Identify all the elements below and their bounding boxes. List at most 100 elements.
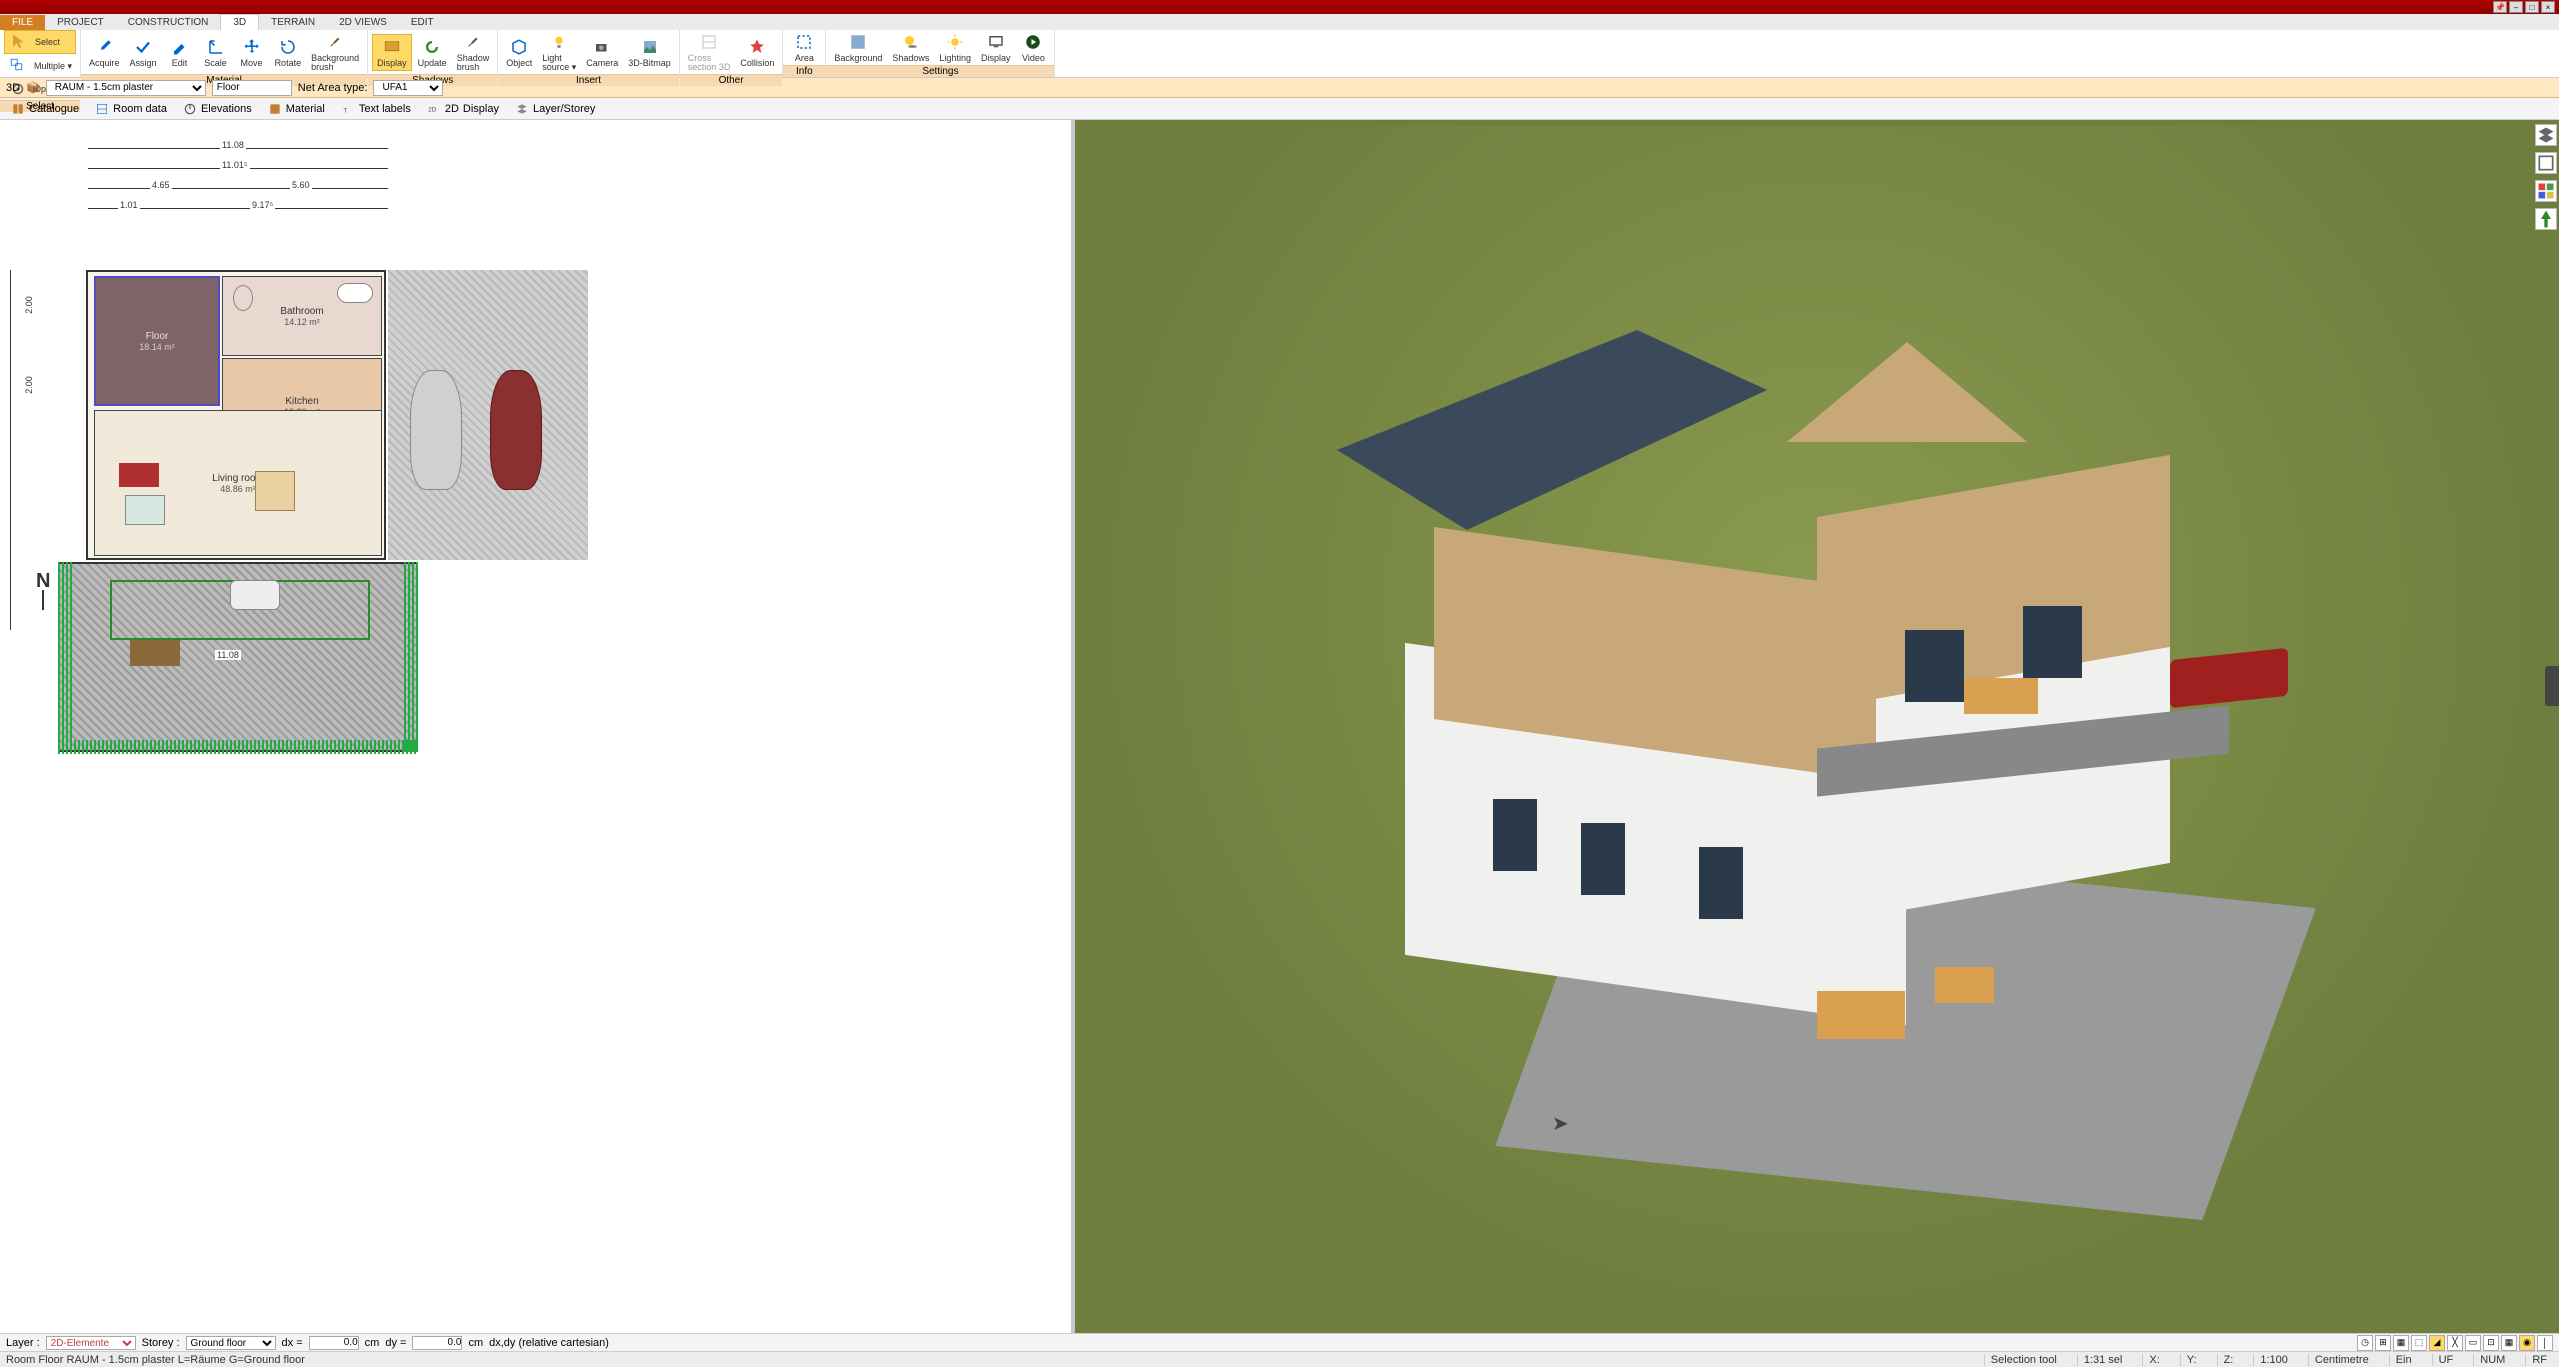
side-layers-button[interactable] xyxy=(2535,124,2557,146)
tab-construction[interactable]: CONSTRUCTION xyxy=(116,15,221,30)
sec-layer-storey-button[interactable]: Layer/Storey xyxy=(508,99,602,119)
sec-material-button[interactable]: Material xyxy=(261,99,332,119)
net-area-label: Net Area type: xyxy=(298,82,368,94)
net-area-dropdown[interactable]: UFA1 xyxy=(373,80,443,96)
room-icon xyxy=(95,102,109,116)
tab-terrain[interactable]: TERRAIN xyxy=(259,15,327,30)
ribbon-group-insert: Insert xyxy=(498,74,679,86)
sec-text-labels-button[interactable]: TText labels xyxy=(334,99,418,119)
ribbon--d-bitmap-button[interactable]: 3D-Bitmap xyxy=(624,35,675,70)
mini-btn-3[interactable]: ⬚ xyxy=(2411,1335,2427,1351)
status-uf: UF xyxy=(2432,1354,2460,1366)
coord-mode: dx,dy (relative cartesian) xyxy=(489,1337,609,1349)
dy-input[interactable] xyxy=(412,1336,462,1350)
bitmap-icon xyxy=(640,37,660,57)
sec-catalogue-button[interactable]: Catalogue xyxy=(4,99,86,119)
side-panel-handle[interactable] xyxy=(2545,666,2559,706)
sys-close-button[interactable]: × xyxy=(2541,1,2555,13)
tab-3d[interactable]: 3D xyxy=(220,14,259,30)
mini-btn-6[interactable]: ▭ xyxy=(2465,1335,2481,1351)
ribbon-light-source--button[interactable]: Lightsource ▾ xyxy=(538,30,580,74)
ribbon-display-button[interactable]: Display xyxy=(977,30,1015,65)
mini-btn-5[interactable]: ╳ xyxy=(2447,1335,2463,1351)
car-grey xyxy=(410,370,462,490)
main-split: 11.08 11.01⁵ 4.65 5.60 1.01 9.17⁵ 2.00 2… xyxy=(0,120,2559,1333)
ribbon-multiple--button[interactable]: Multiple ▾ xyxy=(4,55,76,77)
ribbon-background-button[interactable]: Background xyxy=(830,30,886,65)
ribbon-shadows-button[interactable]: Shadows xyxy=(888,30,933,65)
room-kitchen-label: Kitchen xyxy=(285,396,318,407)
tab-file[interactable]: FILE xyxy=(0,15,45,30)
room-bathroom[interactable]: Bathroom 14.12 m² xyxy=(222,276,382,356)
room-living[interactable]: Living room 48.86 m² xyxy=(94,410,382,556)
ribbon-move-button[interactable]: Move xyxy=(235,35,269,70)
ribbon-camera-button[interactable]: Camera xyxy=(582,35,622,70)
status-tool: Selection tool xyxy=(1984,1354,2063,1366)
mini-btn-8[interactable]: ▦ xyxy=(2501,1335,2517,1351)
sys-min-button[interactable]: – xyxy=(2509,1,2523,13)
sys-pin-icon[interactable]: 📌 xyxy=(2493,1,2507,13)
element-dropdown[interactable]: RAUM - 1.5cm plaster xyxy=(46,80,206,96)
storey-dropdown[interactable]: Ground floor xyxy=(186,1336,276,1350)
ribbon-display-button[interactable]: Display xyxy=(372,34,412,71)
layer-dropdown[interactable]: 2D-Elemente xyxy=(46,1336,136,1350)
storey-label: Storey : xyxy=(142,1337,180,1349)
tab-edit[interactable]: EDIT xyxy=(399,15,446,30)
sec-room-data-button[interactable]: Room data xyxy=(88,99,174,119)
ribbon-shadow-brush-button[interactable]: Shadowbrush xyxy=(453,30,494,74)
status-ein: Ein xyxy=(2389,1354,2418,1366)
mini-btn-4[interactable]: ◢ xyxy=(2429,1335,2445,1351)
dx-input[interactable] xyxy=(309,1336,359,1350)
ribbon-area-button[interactable]: Area xyxy=(787,30,821,65)
patio-table xyxy=(1817,991,1905,1039)
ribbon-update-button[interactable]: Update xyxy=(414,35,451,70)
mini-btn-9[interactable]: ◉ xyxy=(2519,1335,2535,1351)
tab-project[interactable]: PROJECT xyxy=(45,15,116,30)
side-tree-button[interactable] xyxy=(2535,208,2557,230)
dim-overall: 11.08 xyxy=(220,140,246,150)
ribbon-cross-section-d-button[interactable]: Crosssection 3D xyxy=(684,30,735,74)
context-field-input[interactable] xyxy=(212,80,292,96)
room-floor[interactable]: Floor 18.14 m² xyxy=(94,276,220,406)
3d-scene[interactable]: ➤ xyxy=(1081,126,2553,1327)
statusbar: Room Floor RAUM - 1.5cm plaster L=Räume … xyxy=(0,1351,2559,1367)
edit-icon xyxy=(170,37,190,57)
lighting-icon xyxy=(945,32,965,52)
ribbon-lighting-button[interactable]: Lighting xyxy=(935,30,975,65)
sec-display-button[interactable]: 2D2DDisplay xyxy=(420,99,506,119)
ribbon-acquire-button[interactable]: Acquire xyxy=(85,35,124,70)
window xyxy=(2023,606,2082,678)
sys-max-button[interactable]: □ xyxy=(2525,1,2539,13)
ribbon-collision-button[interactable]: Collision xyxy=(736,35,778,70)
mini-btn-2[interactable]: ▦ xyxy=(2393,1335,2409,1351)
mini-btn-1[interactable]: ⊞ xyxy=(2375,1335,2391,1351)
mini-btn-0[interactable]: ◷ xyxy=(2357,1335,2373,1351)
tab-2d-views[interactable]: 2D VIEWS xyxy=(327,15,399,30)
camera-icon xyxy=(592,37,612,57)
status-left: Room Floor RAUM - 1.5cm plaster L=Räume … xyxy=(6,1354,305,1366)
room-living-area: 48.86 m² xyxy=(220,484,256,494)
plan-canvas[interactable]: 11.08 11.01⁵ 4.65 5.60 1.01 9.17⁵ 2.00 2… xyxy=(0,120,1071,1333)
plan-view-pane[interactable]: 11.08 11.01⁵ 4.65 5.60 1.01 9.17⁵ 2.00 2… xyxy=(0,120,1075,1333)
3d-view-pane[interactable]: ➤ xyxy=(1075,120,2559,1333)
layer-label: Layer : xyxy=(6,1337,40,1349)
ribbon-rotate-button[interactable]: Rotate xyxy=(271,35,306,70)
ribbon-video-button[interactable]: Video xyxy=(1016,30,1050,65)
ribbon-edit-button[interactable]: Edit xyxy=(163,35,197,70)
sec-elevations-button[interactable]: Elevations xyxy=(176,99,259,119)
2d-icon: 2D xyxy=(427,102,441,116)
ribbon-select-button[interactable]: Select xyxy=(4,30,76,54)
light-icon xyxy=(549,32,569,52)
secondary-toolbar: CatalogueRoom dataElevationsMaterialTTex… xyxy=(0,98,2559,120)
ribbon-background-brush-button[interactable]: Backgroundbrush xyxy=(307,30,363,74)
ribbon-object-button[interactable]: Object xyxy=(502,35,536,70)
ribbon-scale-button[interactable]: Scale xyxy=(199,35,233,70)
assign-icon xyxy=(133,37,153,57)
dx-label: dx = xyxy=(282,1337,303,1349)
3d-cursor-icon: ➤ xyxy=(1552,1111,1569,1136)
mini-btn-7[interactable]: ⊡ xyxy=(2483,1335,2499,1351)
side-props-button[interactable] xyxy=(2535,152,2557,174)
side-palette-button[interactable] xyxy=(2535,180,2557,202)
mini-btn-10[interactable]: │ xyxy=(2537,1335,2553,1351)
ribbon-assign-button[interactable]: Assign xyxy=(126,35,161,70)
